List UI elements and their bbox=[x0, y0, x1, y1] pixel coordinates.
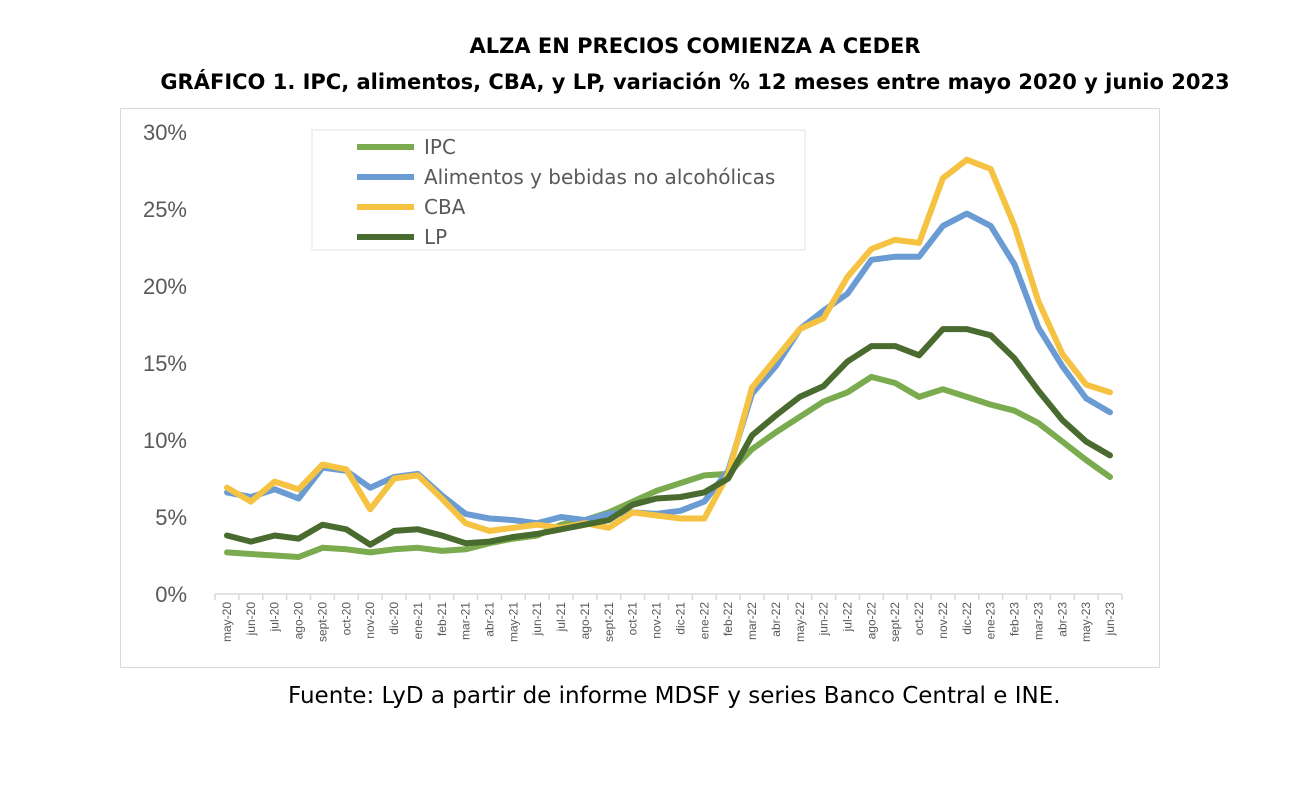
series-line-ipc bbox=[224, 373, 1113, 560]
x-tick-label: may-21 bbox=[506, 602, 520, 642]
x-tick-label: mar-23 bbox=[1031, 602, 1045, 640]
x-tick-label: feb-21 bbox=[435, 602, 449, 636]
x-tick-label: sept-22 bbox=[888, 602, 902, 642]
y-tick-label: 0% bbox=[155, 582, 187, 607]
x-tick-label: oct-22 bbox=[912, 602, 926, 636]
series-line-lp bbox=[224, 326, 1113, 548]
x-tick-label: may-23 bbox=[1079, 602, 1093, 642]
x-tick-label: jun-20 bbox=[244, 602, 258, 637]
chart-frame bbox=[120, 108, 1160, 668]
x-tick-label: nov-20 bbox=[363, 602, 377, 639]
x-tick-label: jun-21 bbox=[530, 602, 544, 637]
series-line-alimentos bbox=[224, 210, 1113, 527]
x-tick-label: may-20 bbox=[220, 602, 234, 642]
x-tick-label: ago-21 bbox=[578, 602, 592, 640]
chart-subtitle: GRÁFICO 1. IPC, alimentos, CBA, y LP, va… bbox=[160, 70, 1230, 94]
x-tick-label: may-22 bbox=[793, 602, 807, 642]
x-tick-label: jul-22 bbox=[840, 602, 854, 633]
x-tick-label: dic-20 bbox=[387, 602, 401, 635]
x-tick-label: jul-20 bbox=[268, 602, 282, 633]
x-tick-label: nov-22 bbox=[936, 602, 950, 639]
x-tick-label: jun-22 bbox=[817, 602, 831, 637]
x-tick-label: abr-22 bbox=[769, 602, 783, 637]
x-tick-label: jun-23 bbox=[1103, 602, 1117, 637]
y-tick-label: 15% bbox=[143, 351, 187, 376]
legend-label: CBA bbox=[424, 195, 466, 219]
x-tick-label: abr-23 bbox=[1055, 602, 1069, 637]
legend-label: LP bbox=[424, 225, 447, 249]
chart-source: Fuente: LyD a partir de informe MDSF y s… bbox=[288, 683, 1061, 709]
legend-label: IPC bbox=[424, 135, 456, 159]
x-tick-label: sept-20 bbox=[315, 602, 329, 642]
x-tick-label: mar-22 bbox=[745, 602, 759, 640]
legend-label: Alimentos y bebidas no alcohólicas bbox=[424, 165, 775, 189]
x-tick-label: feb-23 bbox=[1008, 602, 1022, 636]
x-tick-label: feb-22 bbox=[721, 602, 735, 636]
x-tick-label: abr-21 bbox=[483, 602, 497, 637]
x-tick-label: nov-21 bbox=[650, 602, 664, 639]
x-tick-label: oct-21 bbox=[626, 602, 640, 636]
x-tick-label: oct-20 bbox=[339, 602, 353, 636]
x-tick-label: mar-21 bbox=[459, 602, 473, 640]
x-tick-label: ago-22 bbox=[864, 602, 878, 640]
y-tick-label: 10% bbox=[143, 428, 187, 453]
x-tick-label: ene-22 bbox=[697, 602, 711, 640]
y-tick-label: 20% bbox=[143, 274, 187, 299]
x-tick-label: ene-21 bbox=[411, 602, 425, 640]
series-line-cba bbox=[224, 156, 1113, 534]
x-tick-label: dic-21 bbox=[673, 602, 687, 635]
x-tick-label: dic-22 bbox=[960, 602, 974, 635]
x-tick-label: sept-21 bbox=[602, 602, 616, 642]
chart-title: ALZA EN PRECIOS COMIENZA A CEDER bbox=[469, 34, 921, 58]
y-tick-label: 30% bbox=[143, 120, 187, 145]
x-tick-label: ago-20 bbox=[292, 602, 306, 640]
y-tick-label: 5% bbox=[155, 505, 187, 530]
x-tick-label: ene-23 bbox=[984, 602, 998, 640]
x-tick-label: jul-21 bbox=[554, 602, 568, 633]
y-tick-label: 25% bbox=[143, 197, 187, 222]
